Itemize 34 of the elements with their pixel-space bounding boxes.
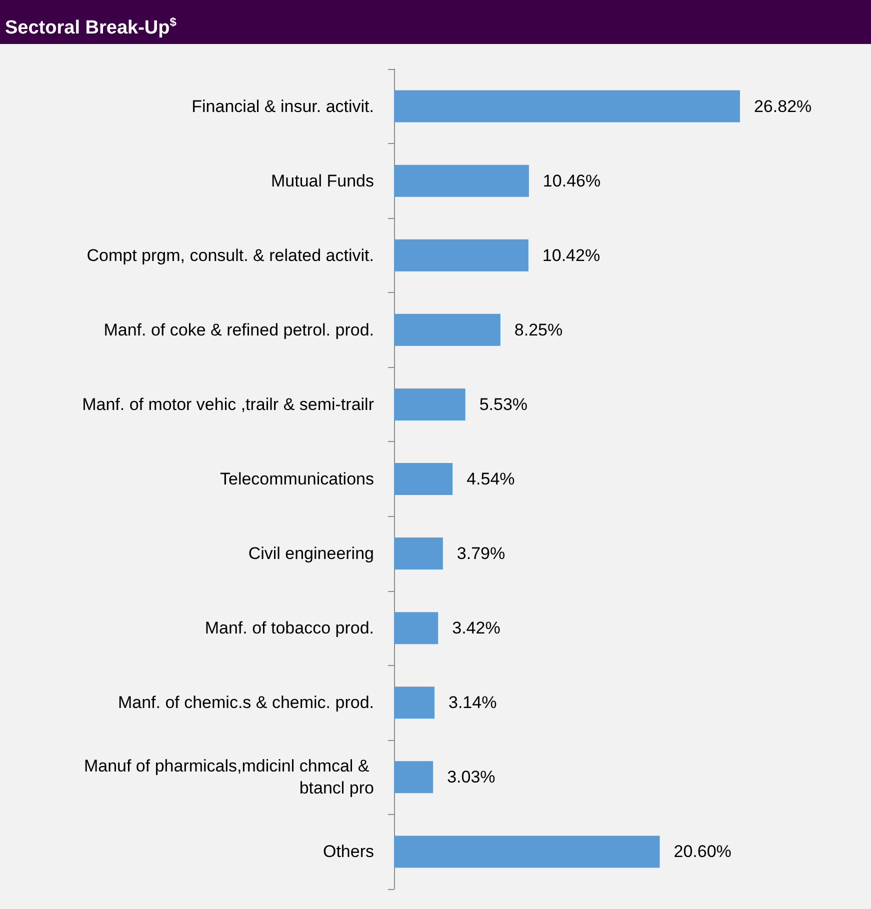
y-tick-label: Telecommunications (220, 470, 374, 488)
data-label: 8.25% (514, 320, 563, 340)
data-label: 10.42% (542, 246, 600, 265)
data-label: 3.42% (452, 618, 500, 638)
data-label: 10.46% (542, 171, 601, 190)
y-tick-label: Compt prgm, consult. & related activit. (86, 246, 374, 265)
y-tick-label: Financial & insur. activit. (192, 96, 374, 116)
data-label: 4.54% (466, 470, 515, 488)
bar (394, 463, 453, 495)
data-label: 5.53% (479, 394, 528, 414)
data-label: 3.03% (447, 768, 496, 787)
bar (394, 761, 434, 794)
text: Sectoral Break-Up$^{$}$ (0, 0, 871, 44)
bar (394, 388, 466, 420)
bar (394, 836, 660, 868)
bar (394, 686, 435, 719)
y-tick-label: Manf. of motor vehic ,trailr & semi-trailr (82, 394, 374, 414)
y-tick-label: Mutual Funds (271, 171, 374, 190)
y-tick-label: Manf. of chemic.s & chemic. prod. (118, 693, 374, 712)
data-label: 20.60% (674, 842, 732, 862)
bar (394, 90, 740, 122)
bar (394, 612, 438, 644)
bar (394, 239, 528, 272)
y-tick-label: Manuf of pharmicals,mdicinl chmcal & btancl pro (84, 756, 374, 798)
bar (394, 538, 443, 570)
bar (394, 314, 500, 346)
y-tick-label: Manf. of tobacco prod. (204, 618, 374, 638)
bar (394, 164, 529, 197)
data-label: 3.14% (448, 693, 497, 712)
y-tick-label: Civil engineering (248, 544, 374, 564)
data-label: 26.82% (754, 96, 812, 116)
y-tick-label: Manf. of coke & refined petrol. prod. (104, 320, 374, 340)
y-tick-label: Others (322, 842, 374, 862)
data-label: 3.79% (456, 544, 506, 564)
